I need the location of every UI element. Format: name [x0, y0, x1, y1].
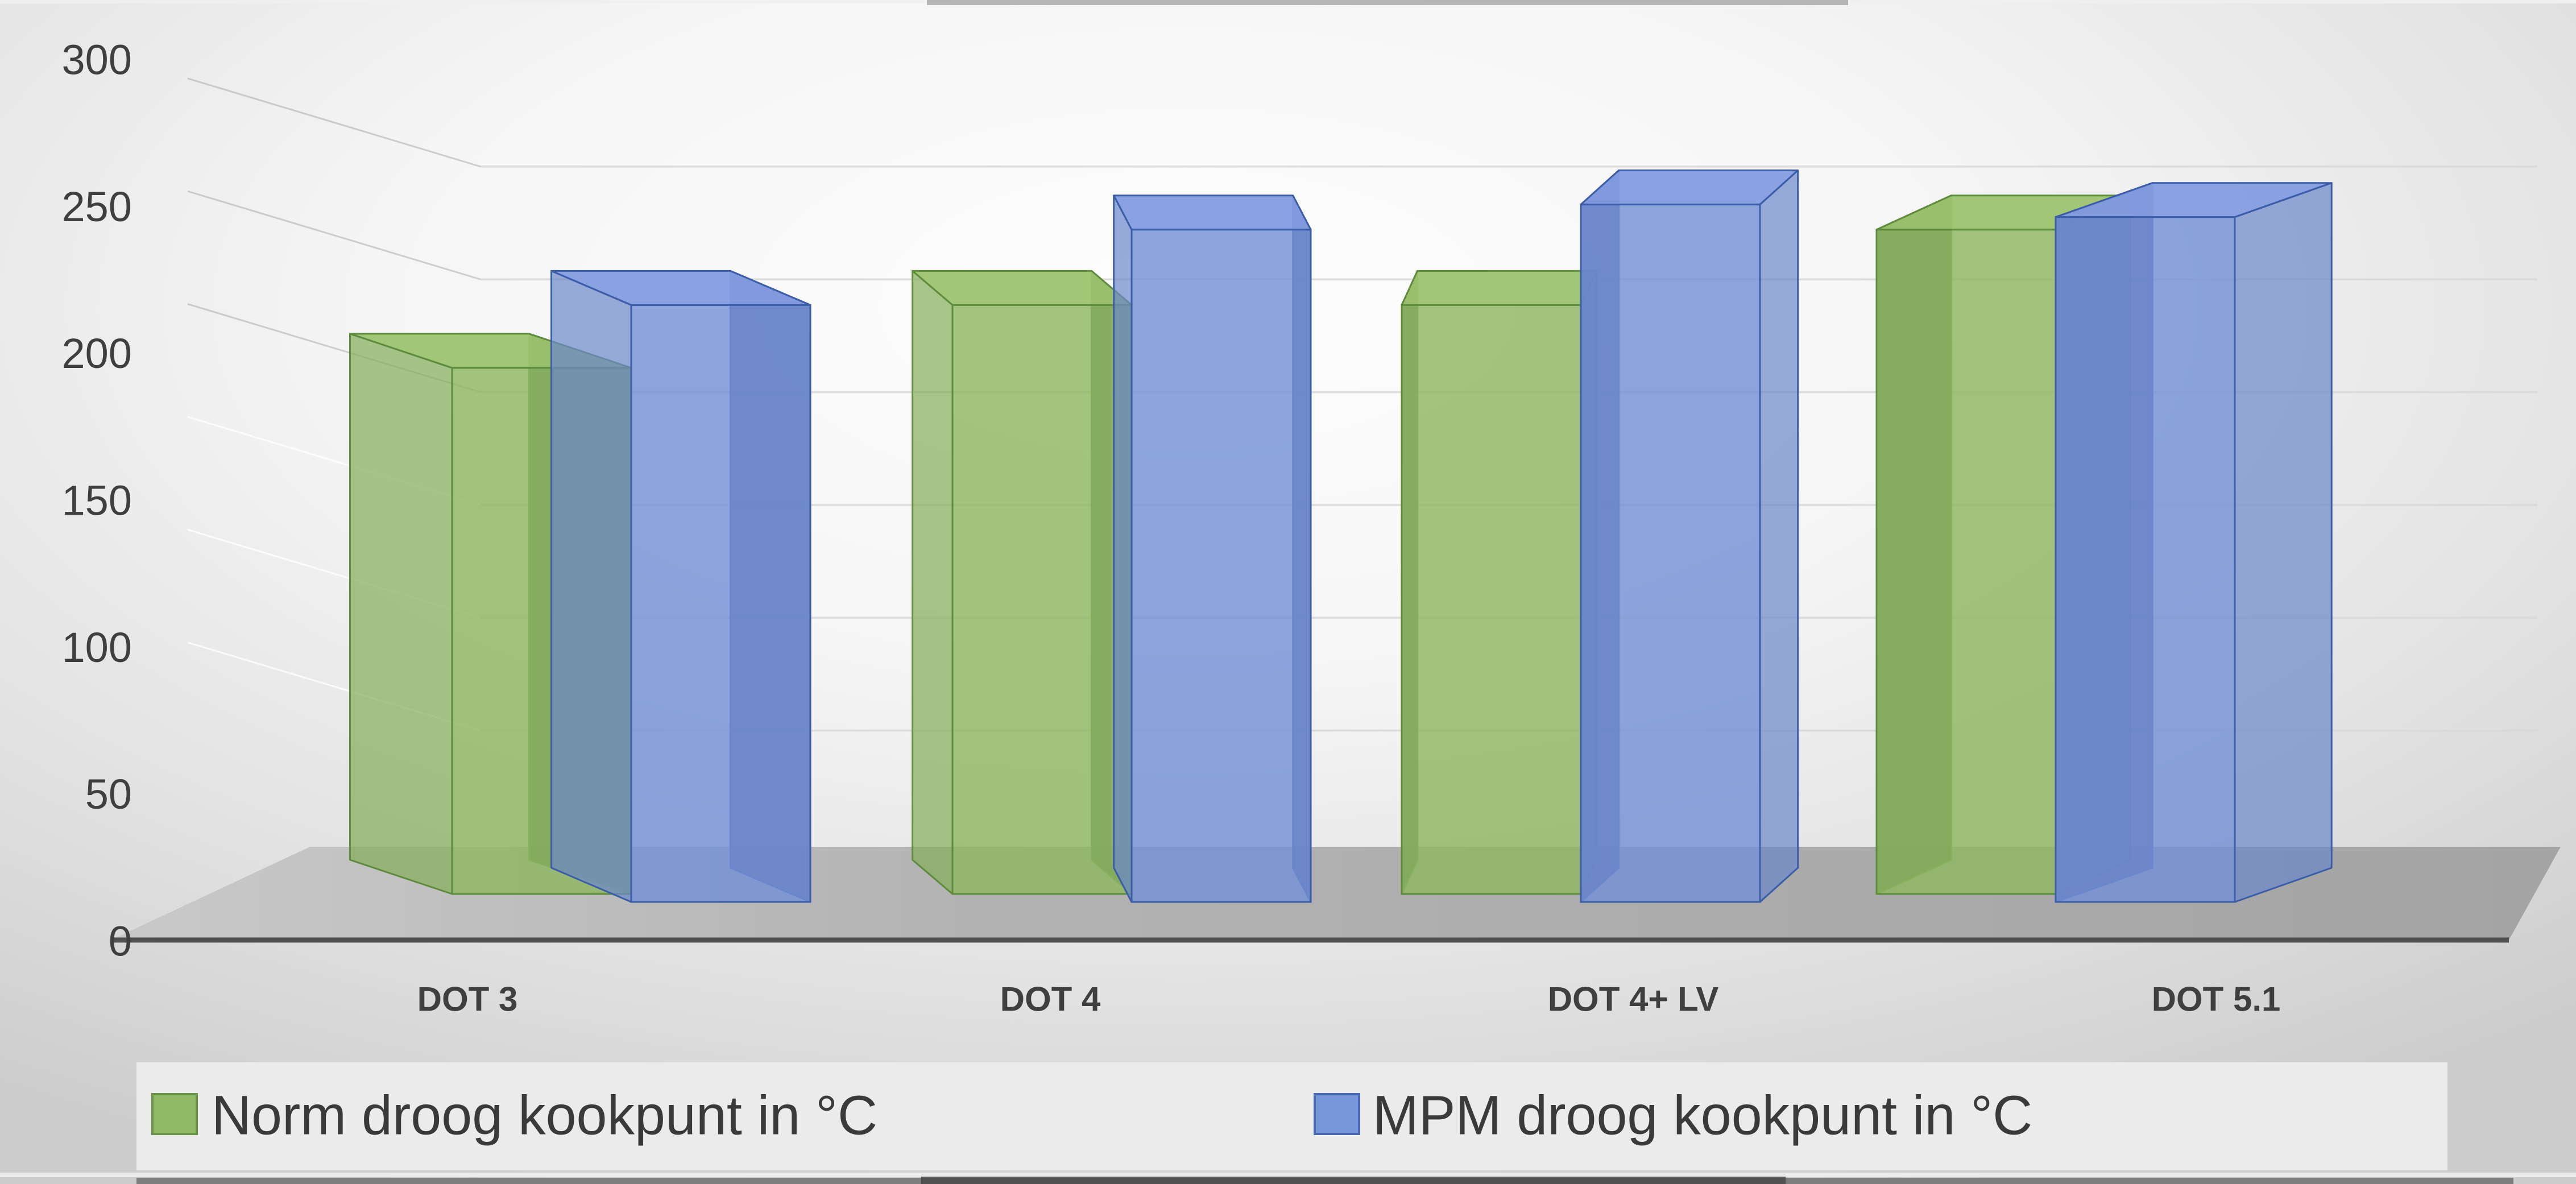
category-label-dot-3: DOT 3	[417, 980, 518, 1019]
bar-norm-dot-4-side-face	[912, 270, 954, 895]
grid-leader-300	[187, 77, 481, 168]
category-label-dot-4-lv: DOT 4+ LV	[1548, 980, 1719, 1019]
bar-mpm-dot-4-top-face	[1113, 194, 1312, 231]
bar-mpm-dot-5-1-front-face	[2055, 216, 2236, 903]
legend-swatch-norm	[151, 1093, 198, 1135]
y-axis-label-300: 300	[62, 36, 132, 83]
y-axis-label-150: 150	[62, 477, 132, 524]
bar-norm-dot-5-1-front-face	[1875, 229, 2057, 895]
legend-label-mpm: MPM droog kookpunt in °C	[1373, 1084, 2032, 1146]
bar-norm-dot-4-lv-front-face	[1401, 304, 1582, 895]
bar-mpm-dot-4-lv-side-face	[1759, 169, 1799, 903]
bar-norm-dot-4-lv-top-face	[1401, 270, 1598, 306]
bar-mpm-dot-5-1-side-face	[2234, 182, 2333, 903]
top-edge-dark-strip	[927, 0, 1848, 5]
bottom-edge-light-line	[0, 1173, 2576, 1177]
bar-mpm-dot-3-side-face	[550, 270, 632, 903]
y-axis-label-0: 0	[109, 918, 132, 965]
grid-leader-250	[187, 190, 481, 280]
bar-mpm-dot-4-side-face	[1113, 194, 1133, 903]
bar-mpm-dot-3-front-face	[630, 304, 811, 903]
bottom-edge-dark-strip	[921, 1177, 1786, 1184]
bar-mpm-dot-4-front-face	[1130, 229, 1312, 903]
category-label-dot-4: DOT 4	[1000, 980, 1101, 1019]
y-axis-label-200: 200	[62, 330, 132, 377]
bar-norm-dot-3-side-face	[349, 333, 453, 895]
y-axis-label-250: 250	[62, 183, 132, 230]
legend-swatch-mpm	[1314, 1093, 1360, 1135]
y-axis-label-100: 100	[62, 624, 132, 671]
bar-norm-dot-4-front-face	[951, 304, 1133, 895]
y-axis-label-50: 50	[85, 771, 132, 818]
legend-label-norm: Norm droog kookpunt in °C	[212, 1084, 877, 1146]
bar-mpm-dot-4-lv-front-face	[1580, 204, 1761, 903]
category-label-dot-5-1: DOT 5.1	[2152, 980, 2281, 1019]
legend-box	[136, 1062, 2447, 1170]
